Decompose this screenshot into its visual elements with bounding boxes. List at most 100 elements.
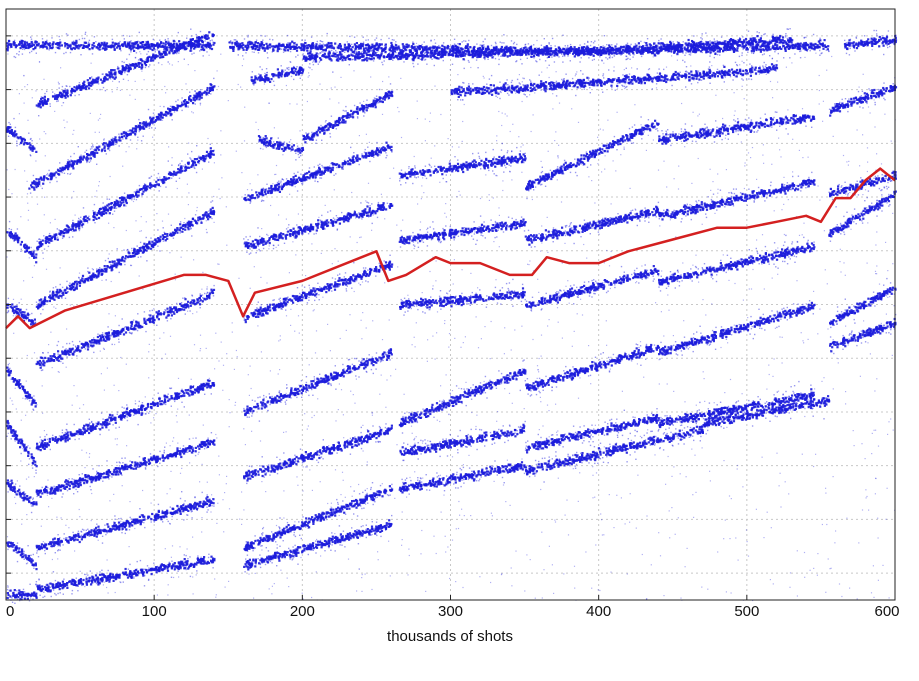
scatter-point — [679, 49, 682, 52]
scatter-point — [362, 43, 365, 46]
scatter-point — [546, 48, 549, 50]
scatter-point — [642, 45, 645, 48]
scatter-point — [579, 44, 581, 46]
scatter-point — [336, 54, 339, 57]
scatter-point — [599, 46, 601, 48]
scatter-point — [446, 44, 449, 48]
scatter-point — [469, 46, 472, 49]
scatter-point — [21, 139, 24, 142]
scatter-point — [31, 145, 34, 148]
scatter-point — [339, 44, 342, 47]
scatter-point — [196, 44, 199, 47]
scatter-point — [526, 51, 529, 54]
scatter-point — [194, 46, 197, 49]
scatter-point — [13, 43, 16, 47]
scatter-point — [173, 111, 176, 113]
scatter-point — [401, 43, 404, 46]
scatter-point — [580, 57, 582, 59]
scatter-point — [199, 102, 202, 105]
scatter-point — [115, 139, 118, 142]
scatter-point — [10, 129, 13, 132]
scatter-point — [284, 49, 287, 52]
scatter-point — [723, 48, 726, 51]
scatter-point — [7, 126, 10, 129]
scatter-point — [311, 56, 314, 59]
scatter-point — [564, 51, 567, 54]
scatter-point — [304, 39, 306, 41]
scatter-point — [197, 44, 200, 48]
scatter-point — [318, 48, 321, 50]
scatter-point — [23, 40, 26, 43]
scatter-point — [96, 151, 99, 154]
scatter-point — [388, 54, 391, 57]
scatter-point — [209, 83, 212, 86]
scatter-point — [745, 41, 748, 44]
scatter-point — [210, 93, 212, 95]
scatter-point — [519, 58, 522, 61]
scatter-point — [123, 135, 126, 138]
scatter-point — [200, 48, 202, 51]
scatter-point — [250, 42, 253, 45]
scatter-point — [537, 51, 540, 54]
scatter-point — [250, 45, 253, 48]
scatter-point — [147, 42, 150, 45]
scatter-point — [523, 47, 526, 50]
scatter-point — [245, 48, 248, 51]
scatter-point — [467, 59, 470, 62]
scatter-point — [390, 43, 393, 45]
scatter-point — [554, 45, 556, 47]
scatter-point — [889, 42, 892, 44]
scatter-point — [716, 50, 719, 53]
scatter-point — [73, 152, 75, 155]
scatter-point — [889, 45, 891, 48]
scatter-point — [22, 46, 25, 49]
scatter-point — [272, 39, 274, 41]
scatter-point — [392, 59, 394, 61]
scatter-point — [878, 35, 881, 39]
scatter-point — [103, 139, 105, 141]
scatter-point — [399, 49, 402, 52]
scatter-point — [509, 49, 512, 53]
scatter-point — [22, 44, 25, 47]
scatter-point — [397, 58, 400, 61]
scatter-point — [190, 28, 192, 30]
scatter-point — [278, 42, 281, 45]
scatter-point — [20, 137, 23, 140]
scatter-point — [289, 45, 293, 48]
scatter-point — [83, 37, 86, 40]
scatter-point — [139, 126, 142, 129]
scatter-point — [131, 129, 134, 132]
scatter-point — [602, 49, 605, 52]
scatter-point — [268, 143, 271, 146]
scatter-point — [126, 58, 128, 60]
scatter-point — [361, 51, 363, 53]
scatter-point — [265, 140, 268, 143]
scatter-point — [307, 55, 310, 58]
scatter-point — [122, 78, 125, 80]
scatter-point — [273, 45, 276, 48]
scatter-point — [453, 47, 455, 49]
scatter-point — [161, 56, 164, 59]
scatter-point — [341, 59, 344, 62]
scatter-point — [586, 45, 589, 48]
scatter-point — [617, 48, 620, 51]
scatter-point — [433, 45, 436, 48]
scatter-point — [479, 54, 482, 57]
scatter-point — [303, 46, 306, 49]
scatter-point — [755, 46, 758, 49]
scatter-point — [341, 49, 344, 53]
scatter-point — [200, 36, 203, 39]
scatter-point — [588, 51, 591, 54]
scatter-point — [680, 47, 683, 50]
scatter-point — [710, 45, 714, 48]
scatter-point — [324, 48, 327, 51]
scatter-point — [109, 45, 112, 48]
scatter-point — [237, 45, 240, 48]
scatter-point — [31, 42, 34, 45]
scatter-point — [39, 106, 42, 109]
scatter-point — [154, 127, 156, 129]
scatter-point — [93, 45, 96, 48]
scatter-point — [815, 45, 818, 48]
scatter-point — [131, 42, 134, 45]
scatter-point — [718, 50, 721, 53]
